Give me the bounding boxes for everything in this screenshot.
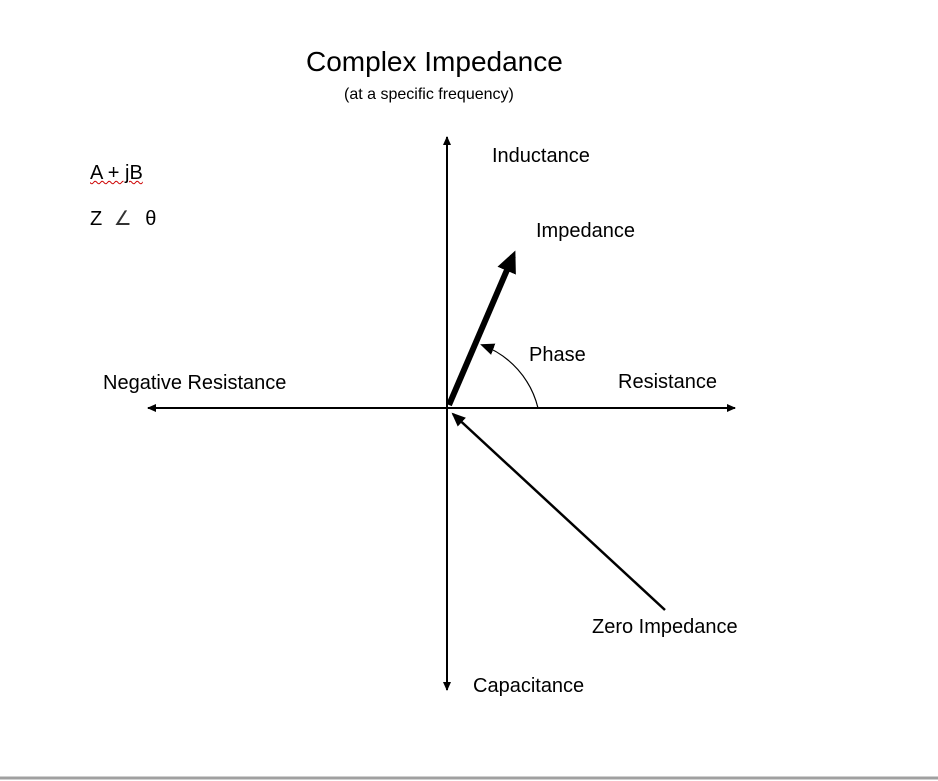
label-resistance: Resistance (618, 371, 717, 393)
label-impedance: Impedance (536, 220, 635, 242)
label-capacitance: Capacitance (473, 675, 585, 697)
label-zero-impedance: Zero Impedance (592, 616, 738, 638)
rectangular-notation-text: A + jB (90, 162, 143, 184)
diagram-subtitle: (at a specific frequency) (344, 86, 514, 103)
rectangular-notation: A + jB (90, 162, 143, 185)
polar-theta: θ (145, 208, 157, 230)
impedance-vector-arrow (446, 250, 516, 407)
label-phase: Phase (529, 344, 586, 366)
zero-impedance-arrow (451, 412, 666, 611)
angle-icon: ∠ (113, 208, 132, 230)
phase-arc-arrow (480, 343, 539, 409)
label-negative-resistance: Negative Resistance (103, 372, 287, 394)
label-inductance: Inductance (492, 145, 590, 167)
polar-magnitude: Z (90, 208, 103, 230)
diagram-title: Complex Impedance (306, 46, 563, 77)
polar-notation: Z ∠ θ (90, 206, 156, 231)
